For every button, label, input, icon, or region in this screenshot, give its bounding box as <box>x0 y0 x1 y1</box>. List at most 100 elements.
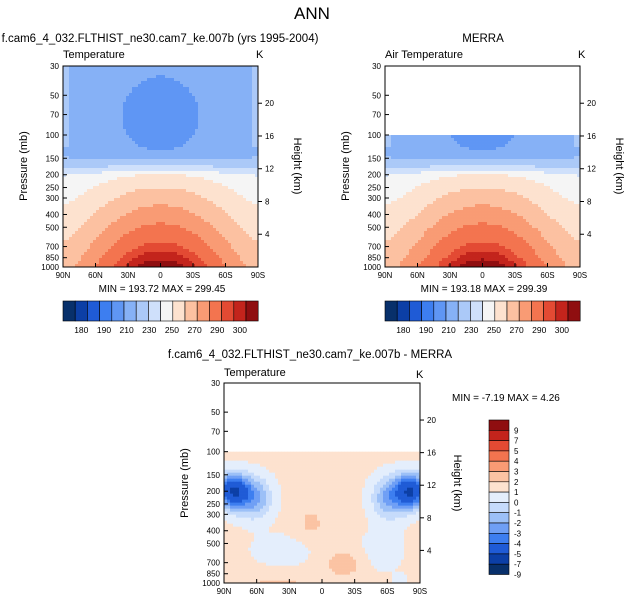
heatmap-cell <box>183 99 187 103</box>
panel-merra-subtitle: Air Temperature <box>385 49 463 61</box>
heatmap-cell <box>255 126 259 130</box>
heatmap-cell <box>171 114 175 118</box>
heatmap-cell <box>114 192 118 196</box>
heatmap-cell <box>183 213 187 217</box>
heatmap-cell <box>231 147 235 151</box>
heatmap-cell <box>135 126 139 130</box>
heatmap-cell <box>421 135 425 139</box>
heatmap-cell <box>99 165 103 169</box>
heatmap-cell <box>231 207 235 211</box>
heatmap-cell <box>114 231 118 235</box>
heatmap-cell <box>255 252 259 256</box>
heatmap-cell <box>201 258 205 262</box>
heatmap-cell <box>84 66 88 70</box>
heatmap-cell <box>156 264 160 268</box>
heatmap-cell <box>147 204 151 208</box>
heatmap-cell <box>117 261 121 265</box>
heatmap-cell <box>159 225 163 229</box>
heatmap-cell <box>123 219 127 223</box>
heatmap-cell <box>472 144 476 148</box>
heatmap-cell <box>246 264 250 268</box>
heatmap-cell <box>66 219 70 223</box>
heatmap-cell <box>556 141 560 145</box>
heatmap-cell <box>222 261 226 265</box>
heatmap-cell <box>117 162 121 166</box>
heatmap-cell <box>445 156 449 160</box>
heatmap-cell <box>240 105 244 109</box>
heatmap-cell <box>171 96 175 100</box>
colorbar-box <box>209 300 222 322</box>
heatmap-cell <box>400 141 404 145</box>
heatmap-cell <box>252 144 256 148</box>
heatmap-cell <box>141 237 145 241</box>
heatmap-cell <box>159 153 163 157</box>
heatmap-cell <box>99 240 103 244</box>
heatmap-cell <box>186 258 190 262</box>
heatmap-cell <box>144 126 148 130</box>
heatmap-cell <box>105 132 109 136</box>
heatmap-cell <box>237 81 241 85</box>
heatmap-cell <box>538 135 542 139</box>
heatmap-cell <box>463 150 467 154</box>
heatmap-cell <box>114 171 118 175</box>
heatmap-cell <box>231 120 235 124</box>
heatmap-cell <box>120 84 124 88</box>
heatmap-cell <box>135 129 139 133</box>
heatmap-cell <box>225 75 229 79</box>
heatmap-cell <box>237 132 241 136</box>
heatmap-cell <box>87 234 91 238</box>
heatmap-cell <box>84 72 88 76</box>
heatmap-cell <box>81 123 85 127</box>
heatmap-cell <box>174 189 178 193</box>
heatmap-cell <box>213 228 217 232</box>
heatmap-cell <box>114 66 118 70</box>
heatmap-cell <box>153 216 157 220</box>
heatmap-cell <box>243 93 247 97</box>
heatmap-cell <box>96 147 100 151</box>
heatmap-cell <box>180 177 184 181</box>
heatmap-cell <box>201 153 205 157</box>
heatmap-cell <box>144 138 148 142</box>
heatmap-cell <box>439 159 443 163</box>
heatmap-cell <box>469 156 473 160</box>
heatmap-cell <box>138 240 142 244</box>
heatmap-cell <box>156 147 160 151</box>
heatmap-cell <box>147 129 151 133</box>
heatmap-cell <box>216 222 220 226</box>
heatmap-cell <box>517 141 521 145</box>
heatmap-cell <box>180 123 184 127</box>
heatmap-cell <box>153 159 157 163</box>
heatmap-cell <box>412 153 416 157</box>
heatmap-cell <box>147 261 151 265</box>
heatmap-cell <box>123 234 127 238</box>
heatmap-cell <box>228 231 232 235</box>
heatmap-cell <box>481 147 485 151</box>
heatmap-cell <box>144 225 148 229</box>
heatmap-cell <box>165 162 169 166</box>
heatmap-cell <box>204 81 208 85</box>
heatmap-cell <box>231 93 235 97</box>
heatmap-cell <box>66 102 70 106</box>
heatmap-cell <box>126 162 130 166</box>
heatmap-cell <box>114 75 118 79</box>
heatmap-cell <box>231 102 235 106</box>
heatmap-cell <box>204 138 208 142</box>
heatmap-cell <box>66 159 70 163</box>
heatmap-cell <box>123 177 127 181</box>
heatmap-cell <box>222 108 226 112</box>
heatmap-cell <box>135 162 139 166</box>
heatmap-cell <box>249 207 253 211</box>
heatmap-cell <box>78 240 82 244</box>
heatmap-cell <box>201 264 205 268</box>
heatmap-cell <box>192 261 196 265</box>
heatmap-cell <box>93 153 97 157</box>
heatmap-cell <box>189 144 193 148</box>
heatmap-cell <box>234 213 238 217</box>
heatmap-cell <box>252 126 256 130</box>
heatmap-cell <box>210 126 214 130</box>
heatmap-cell <box>186 246 190 250</box>
heatmap-cell <box>132 261 136 265</box>
heatmap-cell <box>153 150 157 154</box>
heatmap-cell <box>219 135 223 139</box>
heatmap-cell <box>186 189 190 193</box>
